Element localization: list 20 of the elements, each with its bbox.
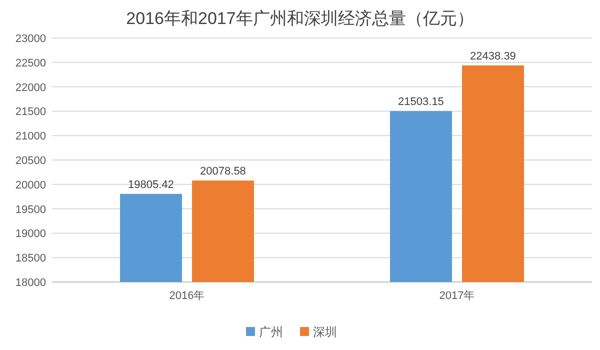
data-label: 22438.39: [470, 50, 516, 62]
y-tick-label: 19500: [15, 204, 46, 216]
x-tick-label: 2017年: [439, 290, 475, 302]
y-tick-label: 20000: [15, 179, 46, 192]
y-tick-label: 23000: [15, 33, 46, 45]
data-label: 21503.15: [398, 96, 444, 108]
y-tick-label: 21000: [15, 130, 46, 143]
y-tick-label: 21500: [15, 106, 46, 118]
y-tick-label: 18000: [15, 277, 46, 289]
x-tick-label: 2016年: [169, 290, 205, 302]
data-label: 20078.58: [200, 166, 246, 178]
y-tick-label: 22000: [15, 82, 46, 94]
legend-label: 广州: [259, 325, 283, 339]
data-label: 19805.42: [128, 178, 174, 191]
y-tick-label: 18500: [15, 252, 46, 265]
y-tick-label: 19000: [15, 228, 46, 240]
chart-title: 2016年和2017年广州和深圳经济总量（亿元）: [126, 9, 474, 28]
legend-label: 深圳: [313, 325, 337, 339]
y-tick-label: 22500: [15, 57, 46, 70]
y-tick-label: 20500: [15, 155, 46, 167]
